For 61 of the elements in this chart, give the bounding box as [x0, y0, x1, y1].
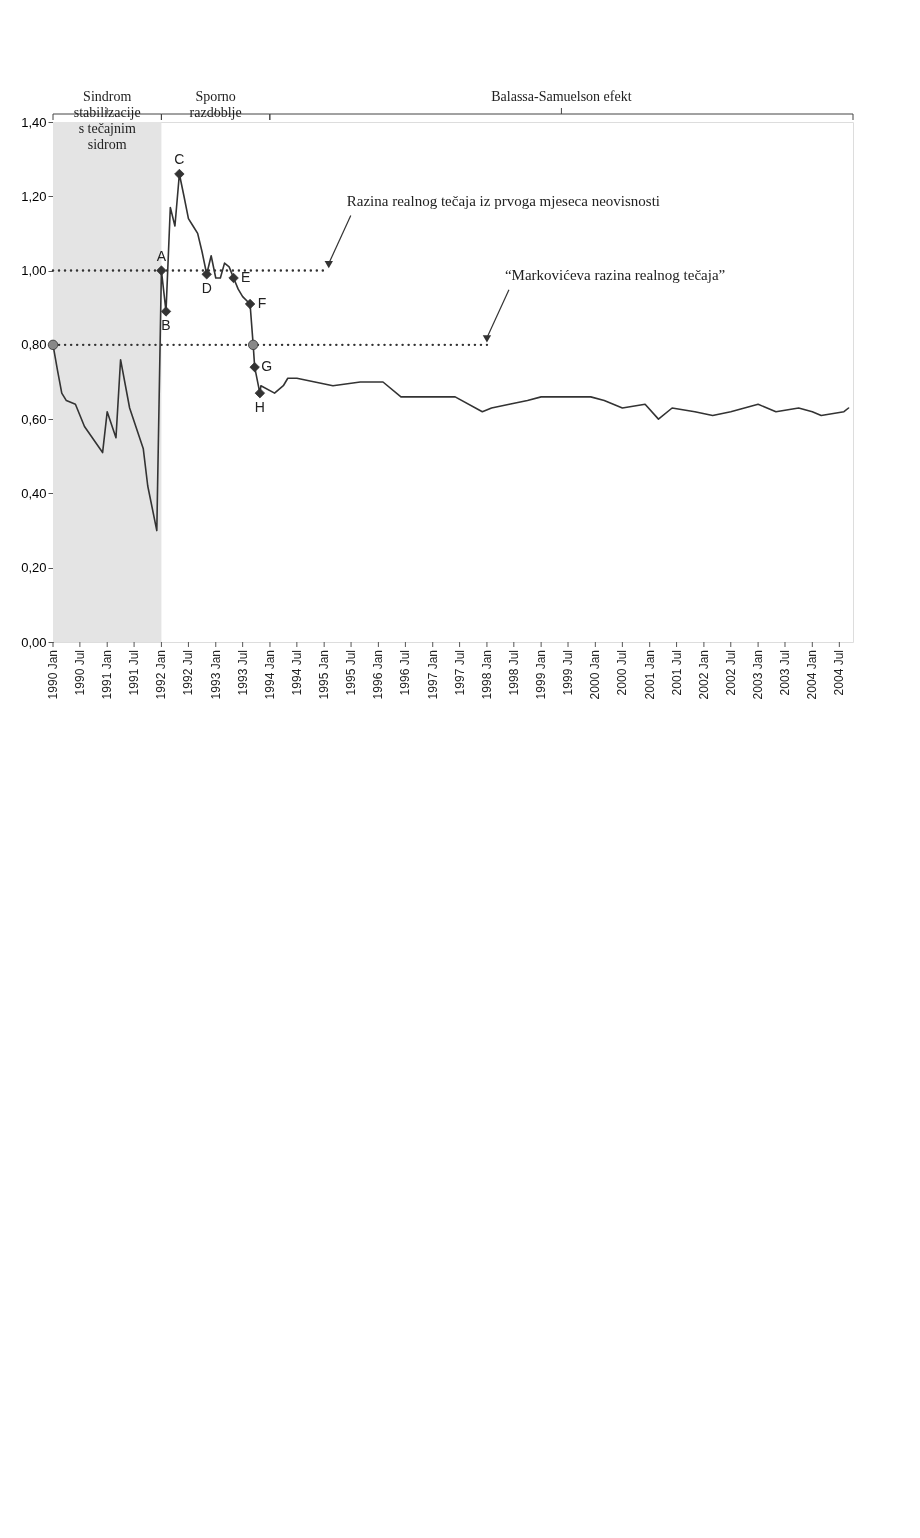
- x-tick-label: 1992 Jul: [181, 650, 196, 696]
- x-tick-label: 1998 Jan: [479, 650, 494, 700]
- y-tick-label: 0,80: [21, 337, 47, 353]
- x-tick-label: 2004 Jan: [805, 650, 820, 700]
- x-tick-label: 2003 Jan: [751, 650, 766, 700]
- band-label: Sindrom stabilizacije s tečajnim sidrom: [73, 89, 141, 152]
- annotation: H: [254, 399, 265, 416]
- x-tick-label: 1997 Jul: [452, 650, 467, 696]
- x-tick-label: 1990 Jul: [72, 650, 87, 696]
- point: [174, 168, 185, 180]
- x-tick-label: 1991 Jul: [127, 650, 142, 696]
- x-tick-label: 1993 Jul: [235, 650, 250, 696]
- annotation: G: [261, 358, 273, 375]
- x-tick-label: 1990 Jan: [46, 650, 60, 700]
- x-tick-label: 2003 Jul: [777, 650, 792, 696]
- y-tick-label: 1,40: [21, 114, 47, 130]
- x-tick-label: 1991 Jan: [100, 650, 115, 700]
- x-tick-label: 1993 Jan: [208, 650, 223, 700]
- x-tick-label: 2000 Jan: [588, 650, 603, 700]
- point: [244, 298, 256, 310]
- text: Sporno razdoblje: [189, 89, 242, 120]
- x-tick-label: 1997 Jan: [425, 650, 440, 700]
- point: [47, 339, 59, 350]
- y-tick-label: 0,60: [21, 411, 47, 427]
- x-tick-label: 1995 Jul: [344, 650, 359, 696]
- annotation: “Markovićeva razina realnog tečaja”: [504, 266, 726, 283]
- y-tick-label: 1,20: [21, 188, 47, 204]
- x-tick-label: 1995 Jan: [317, 650, 332, 700]
- point: [228, 272, 239, 284]
- x-tick-label: 2004 Jul: [832, 650, 847, 696]
- x-tick-label: 1999 Jan: [534, 650, 549, 700]
- x-tick-label: 2001 Jan: [642, 650, 657, 700]
- annotation: D: [201, 280, 212, 297]
- y-tick-label: 1,00: [21, 263, 47, 279]
- annotation: C: [174, 151, 185, 167]
- x-tick-label: 1999 Jul: [561, 650, 576, 696]
- x-tick-label: 2001 Jul: [669, 650, 684, 696]
- y-tick-label: 0,20: [21, 560, 47, 576]
- point: [254, 388, 266, 399]
- x-tick-label: 1998 Jul: [506, 650, 521, 696]
- point: [156, 265, 167, 276]
- x-tick-label: 1992 Jan: [154, 650, 169, 700]
- annotation: A: [156, 247, 167, 264]
- x-tick-label: 1996 Jul: [398, 650, 413, 696]
- annotation: F: [257, 295, 267, 311]
- point: [201, 269, 212, 280]
- x-tick-label: 2002 Jan: [696, 650, 711, 700]
- point: [248, 339, 259, 350]
- x-tick-label: 2000 Jul: [615, 650, 630, 696]
- y-tick-label: 0,40: [21, 485, 47, 501]
- point: [160, 306, 172, 317]
- annotation: Razina realnog tečaja iz prvoga mjeseca neovisnosti: [346, 192, 660, 209]
- point: [249, 362, 260, 373]
- x-tick-label: 1994 Jan: [262, 650, 277, 700]
- annotation: B: [161, 317, 171, 334]
- annotation: E: [240, 269, 251, 285]
- x-tick-label: 1994 Jul: [289, 650, 304, 696]
- text: Balassa-Samuelson efekt: [491, 89, 632, 104]
- y-tick-label: 0,00: [21, 634, 47, 650]
- x-tick-label: 1996 Jan: [371, 650, 386, 700]
- x-tick-label: 2002 Jul: [723, 650, 738, 696]
